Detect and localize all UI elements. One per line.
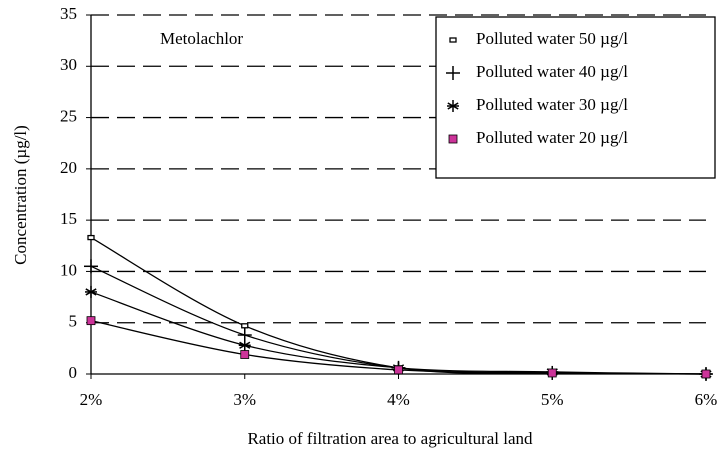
legend-box (435, 16, 716, 179)
series-line (90, 237, 707, 375)
series-line (90, 265, 707, 375)
legend-label: Polluted water 40 µg/l (476, 62, 628, 81)
marker (87, 234, 95, 241)
marker (240, 350, 250, 359)
y-tick-label: 0 (69, 363, 78, 382)
y-tick-label: 15 (60, 209, 77, 228)
marker (547, 368, 557, 378)
y-tick-label: 20 (60, 158, 77, 177)
x-tick-label: 3% (233, 390, 256, 409)
x-tick-label: 4% (387, 390, 410, 409)
legend-label: Polluted water 50 µg/l (476, 29, 628, 48)
legend-label: Polluted water 20 µg/l (476, 128, 628, 147)
marker-shape (449, 37, 457, 43)
marker (238, 339, 251, 352)
marker (701, 369, 711, 379)
marker-shape (701, 369, 711, 379)
y-axis-label: Concentration (µg/l) (11, 125, 30, 265)
marker-shape (547, 368, 557, 378)
annotation: Metolachlor (160, 29, 243, 48)
y-tick-label: 5 (69, 312, 78, 331)
marker-shape (87, 234, 95, 241)
x-tick-label: 6% (695, 390, 718, 409)
marker (241, 323, 249, 329)
y-tick-label: 25 (60, 106, 77, 125)
marker (449, 37, 457, 43)
marker (85, 285, 97, 298)
marker-shape (86, 316, 96, 326)
marker-shape (241, 323, 249, 329)
marker (446, 66, 460, 80)
marker (448, 134, 458, 144)
legend-label: Polluted water 30 µg/l (476, 95, 628, 114)
y-tick-label: 30 (60, 55, 77, 74)
y-tick-label: 10 (60, 260, 77, 279)
marker-shape (448, 134, 458, 144)
marker (447, 100, 459, 112)
marker (394, 365, 403, 375)
marker (84, 259, 98, 274)
x-tick-label: 5% (541, 390, 564, 409)
x-tick-label: 2% (80, 390, 103, 409)
marker (86, 316, 96, 326)
marker-shape (240, 350, 250, 359)
x-axis-label: Ratio of filtration area to agricultural… (247, 429, 533, 448)
y-tick-label: 35 (60, 4, 77, 23)
marker-shape (394, 365, 403, 375)
